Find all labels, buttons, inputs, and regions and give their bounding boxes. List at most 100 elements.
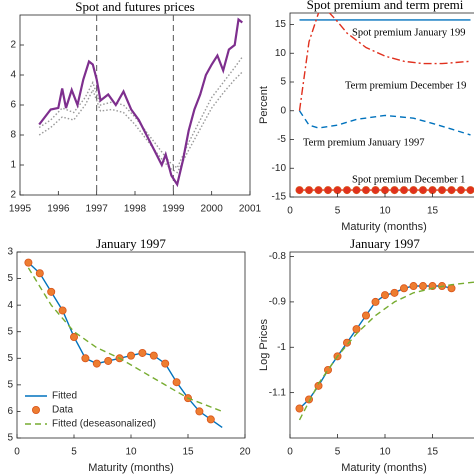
x-tick-label: 1995 xyxy=(9,204,32,215)
data-point xyxy=(466,186,474,195)
chart-title: Spot and futures prices xyxy=(75,0,195,14)
x-tick-label: 1996 xyxy=(47,204,70,215)
data-point xyxy=(361,311,370,320)
y-tick-label: 4 xyxy=(7,300,13,311)
data-point xyxy=(409,282,418,291)
data-point xyxy=(380,291,389,300)
legend-label: Data xyxy=(52,405,74,416)
y-tick-label: -10 xyxy=(272,163,287,174)
y-tick-label: 15 xyxy=(275,19,287,30)
y-tick-label: -0.8 xyxy=(269,251,287,262)
x-tick-label: 20 xyxy=(239,447,251,458)
y-tick-label: 5 xyxy=(7,433,13,444)
x-tick-label: 10 xyxy=(125,447,137,458)
legend-label: Fitted (deseasonalized) xyxy=(52,419,156,430)
data-point xyxy=(314,186,323,195)
chart-title: Spot premium and term premi xyxy=(307,0,464,12)
data-point xyxy=(104,356,113,365)
x-tick-label: 5 xyxy=(335,447,341,458)
y-tick-label: 8 xyxy=(10,130,16,141)
annotation: Term premium January 1997 xyxy=(303,137,424,148)
x-axis-label: Maturity (months) xyxy=(341,462,427,474)
plot-area xyxy=(295,281,474,421)
y-tick-label: -1.1 xyxy=(269,387,287,398)
x-tick-label: 1998 xyxy=(124,204,147,215)
x-axis-label: Maturity (months) xyxy=(341,221,427,233)
legend-label: Fitted xyxy=(52,391,77,402)
axes-background xyxy=(289,12,474,198)
data-point xyxy=(428,186,437,195)
y-tick-label: -15 xyxy=(272,192,287,203)
data-point xyxy=(352,325,361,334)
data-point xyxy=(418,282,427,291)
data-point xyxy=(399,186,408,195)
axes-background xyxy=(19,14,251,196)
y-tick-label: 5 xyxy=(7,273,13,284)
annotation: Spot premium December 1 xyxy=(352,174,465,185)
x-tick-label: 10 xyxy=(379,447,391,458)
x-tick-label: 15 xyxy=(182,447,194,458)
y-tick-label: 3 xyxy=(7,247,13,258)
data-point xyxy=(399,284,408,293)
data-point xyxy=(206,415,215,424)
y-tick-label: 5 xyxy=(280,77,286,88)
y-tick-label: -5 xyxy=(277,134,286,145)
y-tick-label: 4 xyxy=(10,70,16,81)
series-line xyxy=(38,56,243,170)
data-point xyxy=(333,186,342,195)
data-point xyxy=(58,306,67,315)
x-tick-label: 0 xyxy=(14,447,20,458)
data-point xyxy=(295,186,304,195)
y-tick-label: 1 xyxy=(10,160,16,171)
data-point xyxy=(314,381,323,390)
y-tick-label: 6 xyxy=(7,406,13,417)
data-point xyxy=(35,269,44,278)
series-line xyxy=(298,110,471,136)
data-point xyxy=(323,186,332,195)
data-point xyxy=(418,186,427,195)
series-line xyxy=(38,17,243,188)
plot-area xyxy=(38,15,243,195)
legend-marker xyxy=(32,405,41,414)
x-tick-label: 5 xyxy=(335,206,341,217)
chart-title: January 1997 xyxy=(96,236,166,251)
data-point xyxy=(295,404,304,413)
plot-area xyxy=(295,13,474,195)
data-point xyxy=(138,348,147,357)
x-tick-label: 0 xyxy=(287,206,293,217)
annotation: Term premium December 19 xyxy=(345,80,466,91)
annotation: Spot premium January 199 xyxy=(352,27,465,38)
data-point xyxy=(70,333,79,342)
y-tick-label: 6 xyxy=(10,100,16,111)
data-point xyxy=(342,186,351,195)
y-tick-label: 0 xyxy=(280,105,286,116)
y-tick-label: -1 xyxy=(277,342,286,353)
data-point xyxy=(380,186,389,195)
y-tick-label: 5 xyxy=(7,353,13,364)
y-tick-label: 5 xyxy=(7,326,13,337)
data-point xyxy=(361,186,370,195)
data-point xyxy=(161,359,170,368)
data-point xyxy=(195,407,204,416)
data-point xyxy=(352,186,361,195)
series-line xyxy=(298,13,471,111)
axes-background xyxy=(289,251,474,439)
series-line xyxy=(27,267,223,413)
x-tick-label: 10 xyxy=(379,206,391,217)
x-tick-label: 2001 xyxy=(239,204,262,215)
x-tick-label: 2000 xyxy=(201,204,224,215)
y-tick-label: 10 xyxy=(275,48,287,59)
data-point xyxy=(371,186,380,195)
x-tick-label: 1999 xyxy=(162,204,185,215)
y-tick-label: -0.9 xyxy=(269,297,287,308)
data-point xyxy=(127,351,136,360)
x-tick-label: 15 xyxy=(427,206,439,217)
legend-box xyxy=(20,385,142,435)
data-point xyxy=(81,354,90,363)
data-point xyxy=(371,297,380,306)
data-point xyxy=(92,359,101,368)
data-point xyxy=(172,378,181,387)
data-point xyxy=(24,258,33,267)
data-point xyxy=(456,186,465,195)
data-point xyxy=(390,186,399,195)
